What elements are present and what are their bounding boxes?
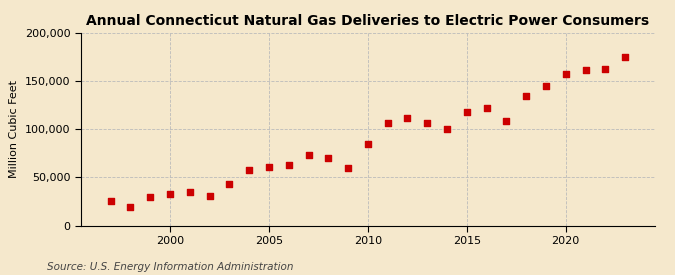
Point (224, 182, 235, 186)
Point (362, 141, 373, 146)
Point (422, 120, 433, 125)
Point (541, 84, 551, 88)
Point (441, 127, 452, 131)
Point (284, 163, 294, 167)
Point (343, 166, 354, 170)
Point (481, 106, 492, 110)
Point (501, 118, 512, 123)
Point (520, 94, 531, 98)
Point (620, 55, 630, 59)
Point (600, 66, 611, 71)
Point (402, 116, 413, 120)
Point (462, 110, 472, 114)
Text: Source: U.S. Energy Information Administration: Source: U.S. Energy Information Administ… (47, 262, 294, 272)
Y-axis label: Million Cubic Feet: Million Cubic Feet (9, 80, 20, 178)
Point (184, 190, 195, 194)
Title: Annual Connecticut Natural Gas Deliveries to Electric Power Consumers: Annual Connecticut Natural Gas Deliverie… (86, 14, 649, 28)
Point (105, 199, 116, 204)
Point (145, 194, 156, 199)
Point (205, 193, 215, 198)
Point (382, 120, 393, 125)
Point (263, 164, 274, 169)
Point (323, 156, 333, 160)
Point (125, 205, 136, 210)
Point (303, 153, 314, 157)
Point (244, 167, 254, 172)
Point (580, 67, 591, 72)
Point (165, 191, 176, 196)
Point (560, 72, 571, 76)
